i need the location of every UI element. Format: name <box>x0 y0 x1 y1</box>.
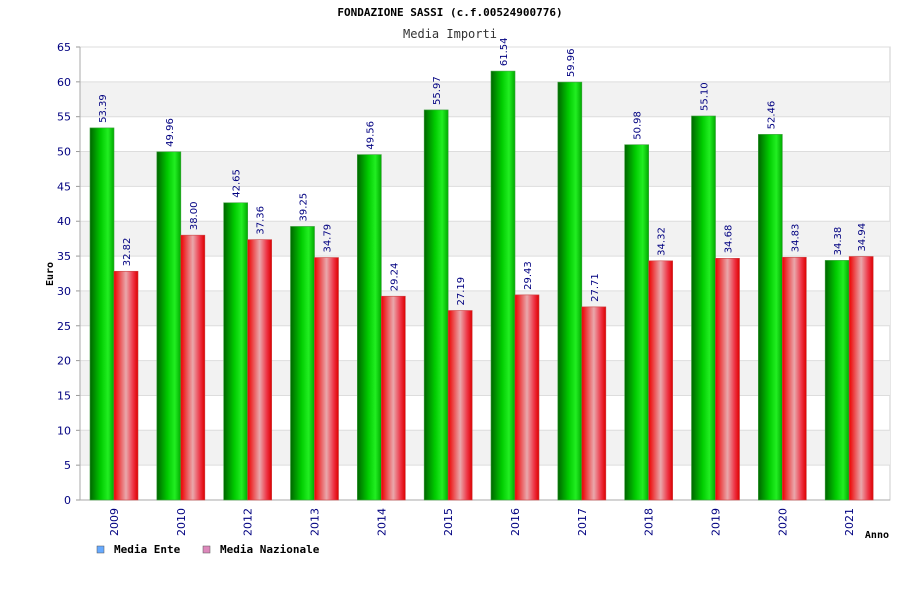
label-media-nazionale: 34.94 <box>857 223 868 252</box>
x-tick-label: 2017 <box>576 508 589 536</box>
bar-media-ente <box>557 81 583 501</box>
label-media-ente: 55.97 <box>432 76 443 105</box>
x-axis-ticks: 2009 2010 2012 2013 2014 2015 2016 2017 2018 2019… <box>108 508 856 536</box>
x-tick-label: 2014 <box>375 508 388 536</box>
bar-media-nazionale <box>514 294 540 501</box>
label-media-ente: 61.54 <box>499 37 510 66</box>
label-media-nazionale: 29.24 <box>389 263 400 292</box>
label-media-ente: 42.65 <box>232 169 243 198</box>
bar-media-ente <box>824 260 850 501</box>
bar-media-ente <box>89 127 115 501</box>
plot-band <box>80 151 890 187</box>
label-media-nazionale: 37.36 <box>256 206 267 235</box>
data-labels: 53.39 32.82 49.96 38.00 42.65 37.36 39.25 34.79… <box>98 37 868 305</box>
y-axis-label: Euro <box>45 262 56 286</box>
y-tick-label: 35 <box>57 250 71 263</box>
label-media-nazionale: 34.79 <box>323 224 334 253</box>
x-tick-label: 2016 <box>509 508 522 536</box>
x-tick-label: 2020 <box>776 508 789 536</box>
y-tick-label: 65 <box>57 41 71 54</box>
y-tick-label: 55 <box>57 111 71 124</box>
label-media-nazionale: 27.71 <box>590 273 601 302</box>
legend-swatch <box>96 545 105 554</box>
label-media-nazionale: 34.32 <box>657 227 668 256</box>
label-media-ente: 49.56 <box>365 121 376 150</box>
legend-swatch <box>202 545 211 554</box>
plot-band <box>80 290 890 326</box>
bar-media-nazionale <box>113 270 139 501</box>
bar-media-nazionale <box>381 295 406 501</box>
bars <box>89 70 874 501</box>
label-media-ente: 34.38 <box>833 227 844 256</box>
label-media-nazionale: 34.68 <box>724 225 735 254</box>
plot-band <box>80 221 890 257</box>
label-media-ente: 53.39 <box>98 94 109 123</box>
bar-media-ente <box>357 154 382 501</box>
y-tick-label: 5 <box>64 459 71 472</box>
legend: Media Ente Media Nazionale <box>96 543 320 556</box>
bar-media-ente <box>691 115 716 501</box>
bar-media-nazionale <box>447 310 473 501</box>
y-tick-label: 45 <box>57 180 71 193</box>
bar-media-nazionale <box>782 256 807 501</box>
chart-title: FONDAZIONE SASSI (c.f.00524900776) <box>337 6 562 19</box>
y-tick-label: 15 <box>57 389 71 402</box>
y-tick-label: 60 <box>57 76 71 89</box>
x-tick-label: 2019 <box>710 508 723 536</box>
label-media-ente: 50.98 <box>633 111 644 140</box>
bar-media-ente <box>156 151 182 501</box>
x-tick-label: 2012 <box>242 508 255 536</box>
label-media-ente: 55.10 <box>700 82 711 111</box>
y-tick-label: 25 <box>57 320 71 333</box>
bar-media-ente <box>758 134 783 501</box>
chart-subtitle: Media Importi <box>403 27 497 41</box>
label-media-ente: 52.46 <box>766 101 777 130</box>
x-axis-label: Anno <box>865 530 889 541</box>
plot-area <box>79 46 891 501</box>
label-media-nazionale: 27.19 <box>456 277 467 306</box>
bar-media-nazionale <box>581 306 607 501</box>
y-tick-label: 50 <box>57 146 71 159</box>
x-tick-label: 2013 <box>309 508 322 536</box>
label-media-nazionale: 29.43 <box>523 261 534 290</box>
plot-band <box>80 81 890 117</box>
label-media-nazionale: 32.82 <box>122 238 133 267</box>
label-media-ente: 49.96 <box>165 118 176 147</box>
label-media-nazionale: 34.83 <box>790 224 801 253</box>
y-tick-label: 20 <box>57 355 71 368</box>
plot-band <box>80 430 890 466</box>
bar-media-nazionale <box>247 239 272 501</box>
legend-label: Media Nazionale <box>220 543 320 556</box>
bar-media-ente <box>624 144 649 501</box>
x-tick-label: 2018 <box>643 508 656 536</box>
bar-media-ente <box>490 70 516 501</box>
plot-band <box>80 360 890 396</box>
bar-media-ente <box>290 226 315 501</box>
y-axis-ticks: 0 5 10 15 20 25 30 35 40 45 50 55 60 65 <box>57 41 890 507</box>
plot-background <box>79 46 891 501</box>
y-tick-label: 10 <box>57 424 71 437</box>
x-tick-label: 2021 <box>843 508 856 536</box>
y-tick-label: 30 <box>57 285 71 298</box>
label-media-ente: 39.25 <box>299 193 310 222</box>
bar-media-ente <box>223 202 248 501</box>
x-tick-label: 2010 <box>175 508 188 536</box>
label-media-ente: 59.96 <box>566 48 577 77</box>
x-tick-label: 2015 <box>442 508 455 536</box>
y-tick-label: 40 <box>57 215 71 228</box>
bar-media-nazionale <box>648 260 673 501</box>
y-tick-label: 0 <box>64 494 71 507</box>
label-media-nazionale: 38.00 <box>189 202 200 231</box>
bar-media-nazionale <box>180 234 206 501</box>
bar-media-nazionale <box>715 258 740 501</box>
bar-media-nazionale <box>848 256 874 501</box>
bar-media-nazionale <box>314 257 339 501</box>
legend-label: Media Ente <box>114 543 181 556</box>
bar-media-ente <box>423 109 449 501</box>
x-tick-label: 2009 <box>108 508 121 536</box>
